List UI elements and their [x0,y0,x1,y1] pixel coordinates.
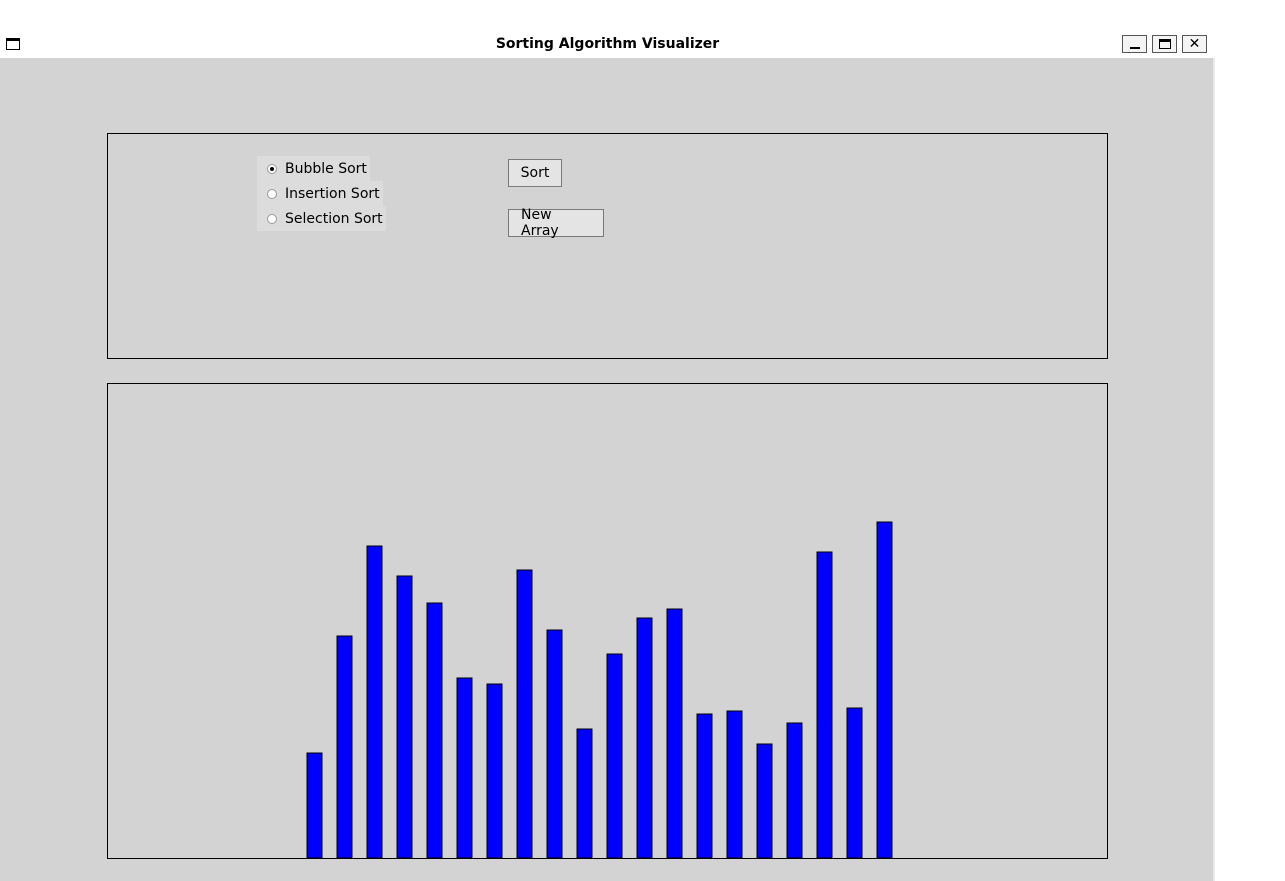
array-bar-18 [846,707,863,858]
close-icon: ✕ [1188,36,1201,52]
radio-insertion-sort[interactable]: Insertion Sort [257,181,383,206]
radio-selection-sort[interactable]: Selection Sort [257,206,386,231]
app-window: Sorting Algorithm Visualizer ✕ Bubble So… [0,30,1215,881]
bars-svg [306,521,893,858]
radio-button-selected[interactable] [267,163,277,174]
close-button[interactable]: ✕ [1182,35,1207,53]
array-bar-9 [576,728,593,858]
control-panel: Bubble Sort Insertion Sort Selection Sor… [107,133,1108,359]
array-bar-0 [306,752,323,858]
radio-label-bubble-sort: Bubble Sort [285,160,367,177]
array-bar-14 [726,710,743,858]
visualization-canvas [107,383,1108,859]
maximize-button[interactable] [1152,35,1177,53]
array-bar-6 [486,683,503,858]
array-bar-15 [756,743,773,858]
window-title: Sorting Algorithm Visualizer [495,36,720,52]
array-bar-3 [396,575,413,858]
array-bar-7 [516,569,533,858]
radio-button[interactable] [267,213,277,224]
radio-label-selection-sort: Selection Sort [285,210,383,227]
sort-button[interactable]: Sort [508,159,562,187]
algorithm-radio-group: Bubble Sort Insertion Sort Selection Sor… [257,156,386,231]
radio-label-insertion-sort: Insertion Sort [285,185,380,202]
array-bar-5 [456,677,473,858]
window-menu-icon[interactable] [6,38,20,50]
radio-bubble-sort[interactable]: Bubble Sort [257,156,370,181]
new-array-button[interactable]: New Array [508,207,604,239]
array-bar-11 [636,617,653,858]
array-bar-16 [786,722,803,858]
radio-button[interactable] [267,188,277,199]
array-bar-10 [606,653,623,858]
minimize-button[interactable] [1122,35,1147,53]
array-bar-12 [666,608,683,858]
array-bar-13 [696,713,713,858]
title-bar[interactable]: Sorting Algorithm Visualizer ✕ [0,30,1215,59]
main-content: Bubble Sort Insertion Sort Selection Sor… [0,58,1215,881]
array-bar-8 [546,629,563,858]
array-bar-4 [426,602,443,858]
maximize-icon [1158,39,1171,49]
array-bar-2 [366,545,383,858]
array-bar-19 [876,521,893,858]
array-bar-1 [336,635,353,858]
array-bar-17 [816,551,833,858]
minimize-icon [1129,47,1140,49]
